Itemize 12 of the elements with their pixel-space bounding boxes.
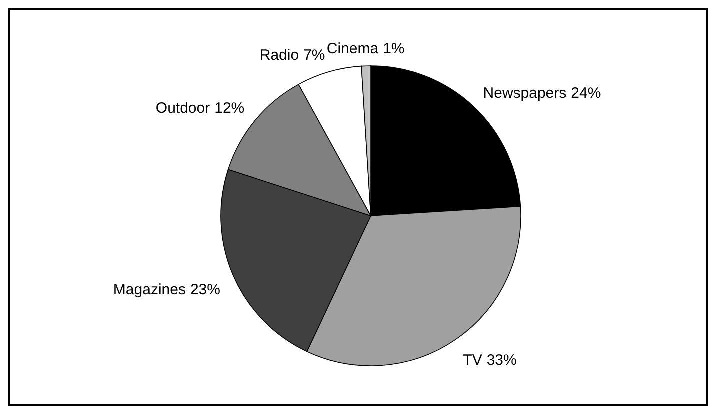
data-label: 1% xyxy=(383,40,405,58)
slice-label: Cinema xyxy=(326,40,380,58)
slice-label: TV xyxy=(463,352,482,370)
data-label: 12% xyxy=(214,100,245,117)
slice-label: Newspapers xyxy=(483,84,567,102)
data-label: 7% xyxy=(304,47,326,64)
data-label: 33% xyxy=(486,352,517,370)
slice-label: Outdoor xyxy=(156,100,210,117)
data-label: 24% xyxy=(571,84,602,102)
slice-label: Magazines xyxy=(113,282,186,299)
slice-label: Radio xyxy=(260,47,300,64)
data-label: 23% xyxy=(190,282,220,299)
